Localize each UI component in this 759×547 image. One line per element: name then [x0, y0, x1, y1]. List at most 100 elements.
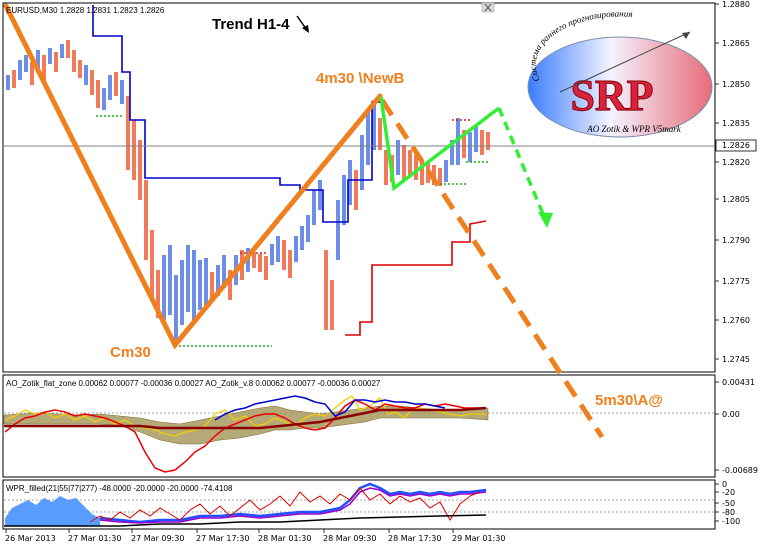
candle	[222, 255, 226, 288]
symbol-header: EURUSD,M30 1.2828 1.2831 1.2823 1.2826	[6, 6, 165, 15]
candle	[24, 55, 28, 72]
price-tick-label: 1.2745	[722, 355, 750, 364]
candle	[120, 80, 124, 104]
logo-letters: SRP	[570, 71, 653, 120]
candle	[96, 80, 100, 108]
candle	[36, 50, 40, 70]
candle	[432, 165, 436, 185]
price-tick-label: 1.2760	[722, 316, 750, 325]
close-icon[interactable]	[481, 2, 495, 13]
time-axis: 26 Mar 2013 27 Mar 01:30 27 Mar 09:30 27 Ma…	[5, 529, 505, 543]
candle	[438, 168, 442, 186]
candle	[372, 100, 376, 150]
candle	[300, 226, 304, 250]
candle	[450, 140, 454, 165]
green-arrow-head	[538, 212, 553, 228]
ao-header: AO_Zotik_flat_zone 0.00062 0.00077 -0.00…	[6, 379, 381, 388]
time-tick-label: 27 Mar 09:30	[131, 534, 184, 543]
candle	[144, 180, 148, 260]
time-tick-label: 28 Mar 09:30	[323, 534, 376, 543]
trend-line-zigzag	[3, 3, 383, 350]
candle	[288, 250, 292, 278]
wpr-tick-label: -50	[722, 499, 735, 508]
candle	[294, 236, 298, 262]
time-tick-label: 28 Mar 01:30	[258, 534, 311, 543]
price-tick-label: 1.2805	[722, 195, 750, 204]
price-tick-label: 1.2820	[722, 158, 750, 167]
candle	[84, 65, 88, 85]
ao-tick-label: 0.00431	[722, 378, 755, 387]
candle	[348, 160, 352, 205]
candle	[18, 60, 22, 80]
price-tick-label: 1.2850	[722, 80, 750, 89]
candle	[486, 132, 490, 150]
price-tick-label: 1.2790	[722, 236, 750, 245]
bottom-annotation: Cm30	[110, 344, 151, 361]
wpr-tick-label: -80	[722, 508, 735, 517]
candle	[192, 250, 196, 320]
dotted-levels	[96, 115, 488, 347]
candle	[414, 155, 418, 180]
candle	[90, 70, 94, 95]
wpr-red-line	[89, 487, 481, 523]
time-tick-label: 27 Mar 01:30	[68, 534, 121, 543]
candle	[468, 132, 472, 162]
candle	[210, 272, 214, 300]
green-projection	[497, 107, 547, 220]
trend-line-projection	[379, 98, 605, 439]
candle	[336, 200, 340, 260]
candle	[378, 118, 382, 150]
candle	[132, 120, 136, 180]
candle	[306, 215, 310, 242]
candle	[330, 280, 334, 330]
current-price-text: 1.2826	[722, 141, 750, 150]
candle	[78, 60, 82, 78]
ao-tick-label: -0.00689	[722, 466, 758, 475]
candle	[324, 250, 328, 330]
candle	[420, 160, 424, 185]
candle	[366, 110, 370, 165]
candle	[186, 245, 190, 312]
candle	[126, 96, 130, 170]
candle	[114, 72, 118, 96]
candle	[360, 135, 364, 190]
ao-darkred-line	[4, 406, 487, 430]
candle	[282, 240, 286, 270]
red-step-line	[345, 220, 487, 336]
price-tick-label: 1.2865	[722, 39, 750, 48]
ao-red-line	[4, 399, 486, 473]
wpr-fill-area	[5, 496, 100, 526]
wpr-black-line	[4, 514, 487, 527]
wpr-tick-label: -20	[722, 488, 735, 497]
candle	[258, 254, 262, 272]
candle	[162, 255, 166, 320]
down-arrow-icon	[296, 15, 309, 33]
candle	[198, 260, 202, 310]
top-annotation: 4m30 \NewB	[316, 70, 405, 87]
candle	[138, 140, 142, 200]
current-price-label: 1.2826	[715, 139, 757, 152]
green-channel	[379, 96, 501, 192]
candle	[72, 50, 76, 72]
logo-footer: AO Zotik & WPR V5mark	[586, 124, 681, 134]
candle	[264, 256, 268, 280]
candle	[342, 175, 346, 225]
candle	[66, 40, 70, 58]
price-tick-label: 1.2835	[722, 119, 750, 128]
ao-blue-line	[214, 395, 446, 421]
price-tick-label: 1.2775	[722, 277, 750, 286]
candle	[474, 125, 478, 152]
candle	[168, 245, 172, 315]
time-tick-label: 28 Mar 17:30	[388, 534, 441, 543]
wpr-tick-label: 0	[722, 480, 727, 489]
candle	[480, 130, 484, 155]
blue-step-line	[92, 5, 382, 223]
candle	[54, 52, 58, 72]
candle	[150, 230, 154, 300]
candle	[174, 275, 178, 340]
price-axis: 1.2880 1.2865 1.2850 1.2835 1.2820 1.2805 1.27…	[715, 0, 750, 364]
wpr-purple-line	[99, 487, 487, 524]
candle	[42, 55, 46, 80]
wpr-tick-label: -100	[722, 517, 740, 526]
